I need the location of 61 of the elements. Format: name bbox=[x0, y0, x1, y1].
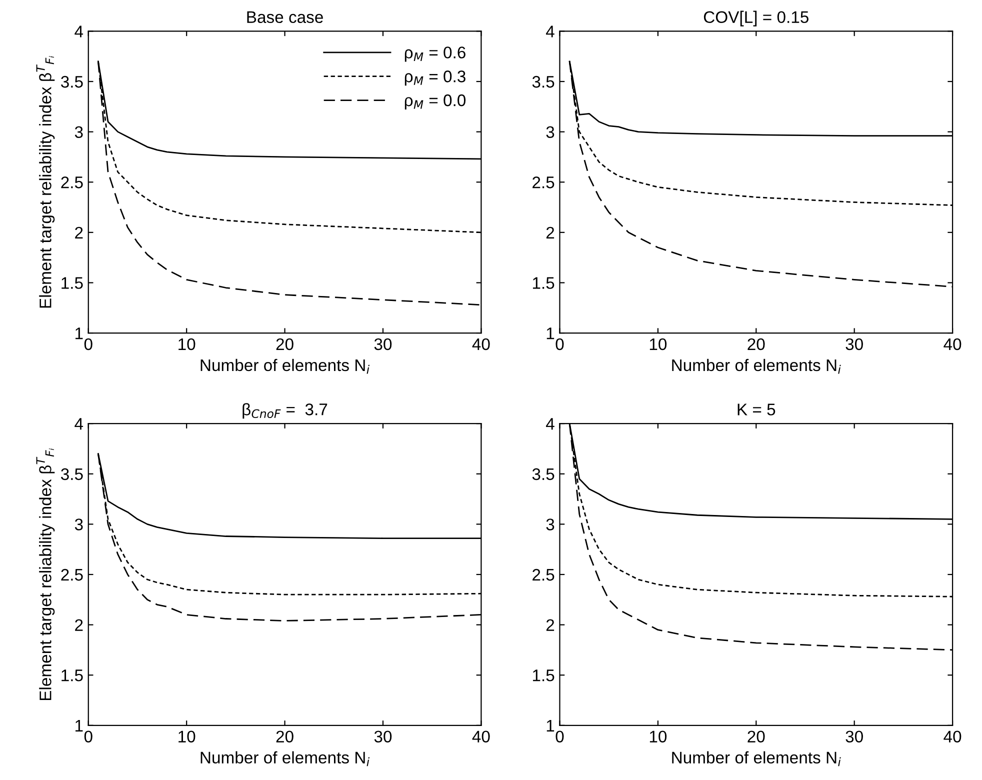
legend-label: ρ$_{M}$ = 0.6 bbox=[404, 46, 466, 62]
y-tick-label: 2 bbox=[546, 226, 554, 238]
y-tick-label: 1.5 bbox=[532, 670, 554, 682]
x-tick-label: 0 bbox=[84, 338, 92, 350]
chart-title: COV[L] = 0.15 bbox=[704, 10, 808, 26]
x-tick-label: 30 bbox=[374, 338, 392, 350]
x-tick-label: 10 bbox=[178, 338, 196, 350]
y-axis-title: Element target reliability index β$^{T}$$_{Fᵢ}$ bbox=[36, 56, 55, 308]
legend-label: ρ$_{M}$ = 0.0 bbox=[404, 94, 466, 110]
y-tick-label: 1.5 bbox=[62, 670, 83, 682]
x-tick-label: 0 bbox=[556, 730, 564, 743]
y-tick-label: 1 bbox=[76, 328, 83, 340]
chart-title: K = 5 bbox=[738, 404, 776, 416]
y-tick-label: 4 bbox=[74, 418, 84, 430]
y-tick-label: 3.5 bbox=[60, 76, 83, 88]
y-tick-label: 1.5 bbox=[62, 277, 83, 289]
x-tick-label: 10 bbox=[650, 730, 667, 743]
x-tick-label: 40 bbox=[944, 338, 962, 350]
x-tick-label: 30 bbox=[374, 730, 392, 743]
x-tick-label: 40 bbox=[944, 730, 962, 743]
y-tick-label: 4 bbox=[546, 26, 554, 38]
x-tick-label: 40 bbox=[472, 730, 490, 743]
legend-label: ρ$_{M}$ = 0.3 bbox=[404, 70, 466, 86]
y-tick-label: 1 bbox=[76, 720, 83, 732]
x-tick-label: 10 bbox=[650, 338, 667, 350]
y-axis-title: Element target reliability index β$^{T}$$_{Fᵢ}$ bbox=[36, 448, 55, 700]
x-tick-label: 20 bbox=[276, 730, 294, 743]
y-tick-label: 2.5 bbox=[61, 568, 83, 581]
x-axis-title: Number of elements N$_{i}$ bbox=[672, 358, 841, 374]
y-tick-label: 3 bbox=[74, 518, 83, 530]
y-tick-label: 2.5 bbox=[61, 176, 83, 188]
chart-title: β$_{CnoF}$ = 3.7 bbox=[242, 403, 328, 419]
x-tick-label: 20 bbox=[748, 338, 765, 350]
y-tick-label: 2 bbox=[75, 619, 83, 631]
y-tick-label: 3.5 bbox=[532, 76, 554, 88]
y-tick-label: 1.5 bbox=[532, 277, 554, 289]
chart-title: Base case bbox=[247, 11, 323, 24]
x-tick-label: 30 bbox=[846, 730, 863, 743]
x-tick-label: 20 bbox=[748, 730, 765, 743]
y-tick-label: 3 bbox=[546, 518, 554, 530]
x-tick-label: 30 bbox=[846, 338, 863, 350]
y-tick-label: 3.5 bbox=[532, 468, 554, 480]
x-axis-title: Number of elements N$_{i}$ bbox=[672, 751, 841, 766]
y-tick-label: 1 bbox=[546, 720, 554, 732]
y-tick-label: 3 bbox=[74, 126, 83, 138]
y-tick-label: 4 bbox=[74, 26, 84, 38]
y-tick-label: 2 bbox=[546, 619, 554, 631]
y-tick-label: 2.5 bbox=[532, 568, 554, 581]
y-tick-label: 2 bbox=[75, 226, 83, 238]
y-tick-label: 3.5 bbox=[60, 468, 83, 480]
x-axis-title: Number of elements N$_{i}$ bbox=[200, 751, 370, 766]
x-tick-label: 0 bbox=[84, 730, 92, 743]
y-tick-label: 1 bbox=[546, 328, 554, 340]
y-tick-label: 4 bbox=[546, 418, 554, 430]
y-tick-label: 3 bbox=[546, 126, 554, 138]
x-tick-label: 0 bbox=[556, 338, 564, 350]
x-tick-label: 20 bbox=[276, 338, 294, 350]
x-tick-label: 10 bbox=[178, 730, 196, 743]
x-tick-label: 40 bbox=[472, 338, 490, 350]
y-tick-label: 2.5 bbox=[532, 176, 554, 188]
x-axis-title: Number of elements N$_{i}$ bbox=[200, 358, 370, 374]
